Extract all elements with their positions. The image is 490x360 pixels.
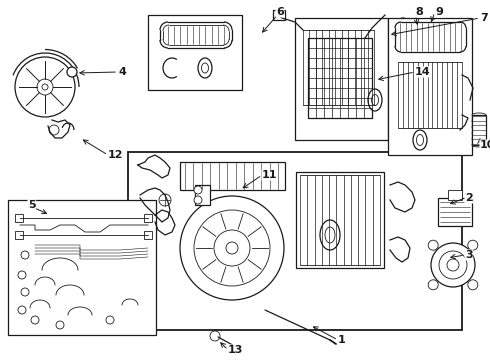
Circle shape bbox=[431, 243, 475, 287]
Bar bbox=[8, 200, 156, 335]
Circle shape bbox=[194, 210, 270, 286]
Ellipse shape bbox=[472, 131, 486, 135]
Ellipse shape bbox=[201, 63, 209, 73]
Text: 12: 12 bbox=[108, 150, 123, 160]
Text: 1: 1 bbox=[338, 335, 346, 345]
Bar bbox=[308, 38, 372, 118]
Ellipse shape bbox=[320, 220, 340, 250]
Ellipse shape bbox=[472, 113, 486, 117]
Bar bbox=[15, 231, 23, 239]
Bar bbox=[295, 18, 388, 140]
Circle shape bbox=[15, 57, 75, 117]
Ellipse shape bbox=[396, 18, 410, 38]
Text: 9: 9 bbox=[435, 7, 443, 17]
Circle shape bbox=[31, 316, 39, 324]
Circle shape bbox=[194, 196, 202, 204]
Circle shape bbox=[21, 251, 29, 259]
Bar bbox=[438, 198, 472, 226]
Circle shape bbox=[18, 306, 26, 314]
Ellipse shape bbox=[399, 22, 407, 33]
Text: 13: 13 bbox=[228, 345, 244, 355]
Circle shape bbox=[42, 84, 48, 90]
Bar bbox=[180, 162, 285, 190]
Circle shape bbox=[439, 251, 467, 279]
Bar bbox=[128, 152, 462, 330]
Ellipse shape bbox=[413, 130, 427, 150]
Circle shape bbox=[159, 194, 171, 206]
Text: 5: 5 bbox=[28, 200, 36, 210]
Ellipse shape bbox=[368, 89, 382, 111]
Text: 10: 10 bbox=[480, 140, 490, 150]
Text: 11: 11 bbox=[262, 170, 277, 180]
Ellipse shape bbox=[472, 143, 486, 147]
Circle shape bbox=[21, 288, 29, 296]
Text: 14: 14 bbox=[415, 67, 431, 77]
Ellipse shape bbox=[371, 94, 378, 105]
Circle shape bbox=[56, 321, 64, 329]
Circle shape bbox=[468, 280, 478, 290]
Text: 7: 7 bbox=[480, 13, 488, 23]
Text: 8: 8 bbox=[415, 7, 423, 17]
Ellipse shape bbox=[416, 135, 423, 145]
Ellipse shape bbox=[198, 58, 212, 78]
Circle shape bbox=[468, 240, 478, 250]
Circle shape bbox=[180, 196, 284, 300]
Ellipse shape bbox=[472, 125, 486, 129]
Bar bbox=[144, 231, 152, 239]
Ellipse shape bbox=[472, 119, 486, 123]
Bar bbox=[296, 172, 384, 268]
Circle shape bbox=[67, 67, 77, 77]
Ellipse shape bbox=[325, 227, 335, 243]
Circle shape bbox=[18, 271, 26, 279]
Bar bbox=[388, 18, 472, 155]
Bar bbox=[195, 185, 210, 205]
Circle shape bbox=[194, 186, 202, 194]
Circle shape bbox=[428, 280, 438, 290]
Circle shape bbox=[49, 125, 59, 135]
Text: 6: 6 bbox=[276, 7, 284, 17]
Text: 4: 4 bbox=[118, 67, 126, 77]
Circle shape bbox=[447, 259, 459, 271]
Circle shape bbox=[226, 242, 238, 254]
Circle shape bbox=[37, 79, 53, 95]
Bar bbox=[448, 190, 462, 200]
Text: 2: 2 bbox=[465, 193, 473, 203]
Text: 3: 3 bbox=[465, 250, 473, 260]
Bar bbox=[15, 214, 23, 222]
Ellipse shape bbox=[472, 137, 486, 141]
Bar bbox=[144, 214, 152, 222]
Bar bbox=[148, 15, 242, 90]
Circle shape bbox=[214, 230, 250, 266]
Circle shape bbox=[210, 331, 220, 341]
Bar bbox=[273, 10, 285, 20]
Circle shape bbox=[428, 240, 438, 250]
Bar bbox=[472, 115, 486, 145]
Circle shape bbox=[106, 316, 114, 324]
